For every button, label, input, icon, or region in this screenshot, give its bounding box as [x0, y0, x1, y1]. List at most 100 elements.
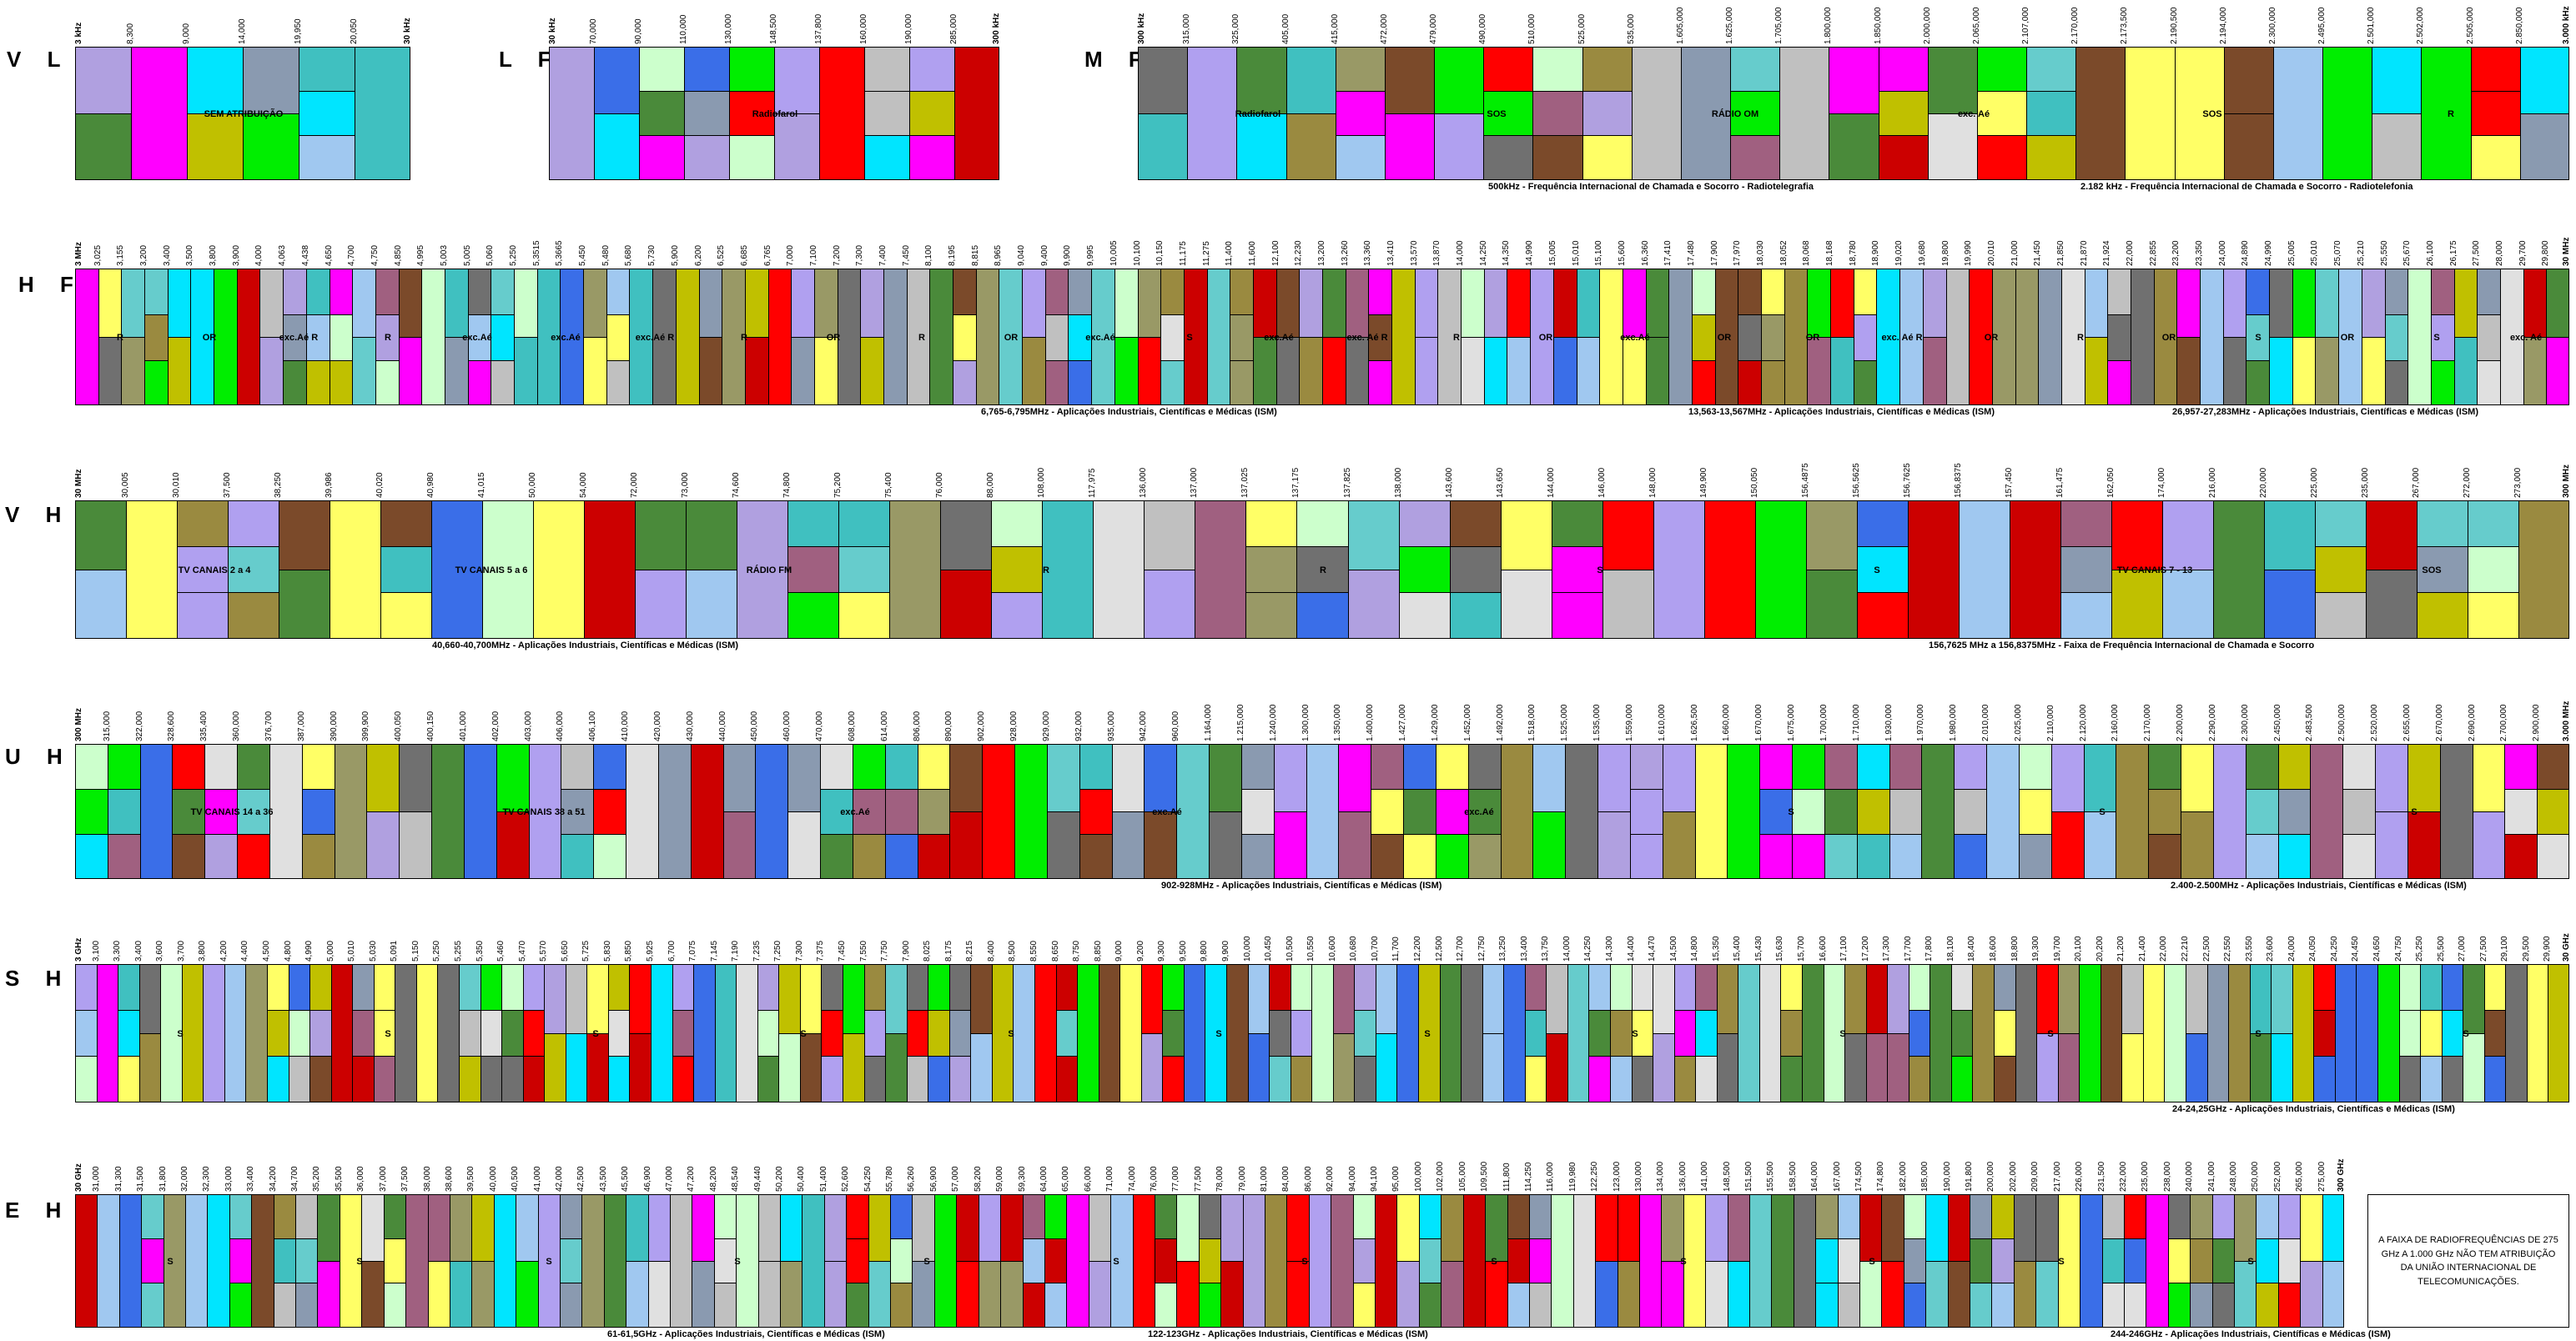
frequency-tick: 15,400 — [1733, 936, 1742, 962]
allocation-block — [2548, 965, 2568, 1102]
service-label: S — [546, 1257, 552, 1267]
frequency-tick: 935,000 — [1107, 711, 1116, 741]
allocation-block — [1023, 269, 1046, 338]
frequency-tick: 1.240,000 — [1269, 704, 1278, 742]
allocation-block — [1404, 745, 1436, 790]
frequency-tick: 90,000 — [634, 18, 643, 44]
band-end-label: 30 MHz — [2562, 237, 2571, 266]
allocation-block — [2163, 570, 2214, 638]
allocation-block — [1469, 745, 1502, 790]
allocation-block — [188, 48, 244, 114]
allocation-block — [908, 965, 928, 1011]
frequency-tick: 6,685 — [740, 244, 749, 266]
allocation-block — [2316, 338, 2339, 404]
frequency-tick: 148,000 — [1648, 467, 1658, 498]
frequency-tick: 1.670,000 — [1754, 704, 1763, 742]
frequency-tick: 15,430 — [1754, 936, 1763, 962]
allocation-block — [1696, 745, 1728, 878]
allocation-block — [2455, 338, 2478, 404]
allocation-block — [2323, 1262, 2343, 1327]
allocation-block — [260, 338, 284, 404]
allocation-block — [76, 114, 132, 179]
allocation-block — [758, 1011, 779, 1057]
frequency-tick: 5,570 — [539, 940, 548, 962]
allocation-block — [1955, 835, 1987, 878]
allocation-block — [208, 1195, 230, 1327]
allocation-block — [204, 965, 225, 1102]
allocation-block — [1024, 1239, 1045, 1283]
service-label: S — [2463, 1029, 2469, 1039]
frequency-tick: 18,900 — [1871, 240, 1880, 266]
service-label: S — [2099, 807, 2106, 817]
allocation-block — [299, 92, 355, 136]
allocation-block — [1067, 1195, 1089, 1327]
frequency-tick: 5,830 — [603, 940, 612, 962]
mf-note-500khz: 500kHz - Frequência Internacional de Cha… — [1488, 182, 1814, 192]
allocation-block — [120, 1195, 142, 1327]
allocation-block — [330, 361, 353, 404]
frequency-tick: 890,000 — [944, 711, 953, 741]
allocation-block — [2336, 965, 2357, 1102]
frequency-tick: 75,200 — [833, 472, 843, 498]
allocation-block — [1355, 1011, 1376, 1057]
allocation-block — [98, 1195, 120, 1327]
allocation-block — [957, 1195, 979, 1262]
frequency-tick: 111,800 — [1502, 1163, 1512, 1192]
allocation-block — [1554, 338, 1577, 404]
allocation-block — [1502, 501, 1552, 570]
allocation-block — [1244, 1195, 1265, 1327]
allocation-block — [1904, 1239, 1926, 1283]
allocation-block — [1696, 1011, 1718, 1057]
allocation-block — [2251, 965, 2272, 1034]
allocation-block — [2478, 315, 2501, 361]
allocation-block — [1825, 745, 1858, 790]
allocation-block — [1369, 315, 1392, 361]
allocation-block — [1185, 965, 1205, 1102]
allocation-block — [908, 1011, 928, 1057]
allocation-block — [2181, 745, 2214, 812]
allocation-block — [469, 269, 491, 315]
allocation-block — [1738, 965, 1760, 1102]
allocation-block — [1589, 1057, 1611, 1102]
allocation-block — [376, 315, 400, 361]
frequency-tick: 18,068 — [1802, 240, 1811, 266]
allocation-block — [722, 269, 746, 404]
allocation-block — [1684, 1195, 1706, 1327]
allocation-block — [76, 501, 127, 570]
allocation-block — [1400, 593, 1451, 638]
allocation-block — [307, 361, 330, 404]
frequency-tick: 406,100 — [588, 711, 597, 741]
allocation-block — [2293, 965, 2314, 1102]
frequency-tick: 10,000 — [1243, 936, 1252, 962]
allocation-block — [141, 745, 173, 878]
service-label: S — [734, 1257, 741, 1267]
allocation-block — [1078, 965, 1099, 1102]
service-label: R — [918, 333, 925, 343]
allocation-block — [1113, 745, 1145, 812]
allocation-block — [1738, 315, 1762, 361]
frequency-tick: 23,550 — [2245, 936, 2254, 962]
frequency-tick: 18,780 — [1849, 240, 1858, 266]
vhf-note-sos: 156,7625 MHz a 156,8375MHz - Faixa de Fr… — [1929, 640, 2315, 650]
service-label: OR — [1984, 333, 1999, 343]
frequency-tick: 24,000 — [2287, 936, 2297, 962]
frequency-tick: 3,400 — [134, 940, 143, 962]
frequency-tick: 190,000 — [1943, 1161, 1952, 1192]
allocation-block — [516, 1262, 539, 1327]
frequency-tick: 95,000 — [1391, 1166, 1401, 1192]
allocation-block — [2279, 745, 2311, 790]
allocation-block — [381, 547, 432, 593]
allocation-block — [1970, 1195, 1992, 1239]
allocation-block — [432, 501, 483, 638]
frequency-tick: 2.483,500 — [2305, 704, 2314, 742]
frequency-tick: 2.655,000 — [2402, 704, 2412, 742]
allocation-block — [1693, 361, 1716, 404]
allocation-block — [1177, 1195, 1200, 1262]
allocation-block — [788, 547, 839, 593]
frequency-tick: 185,000 — [1920, 1161, 1929, 1192]
allocation-block — [2472, 136, 2521, 179]
allocation-block — [2279, 790, 2311, 835]
allocation-block — [330, 501, 381, 638]
allocation-block — [825, 1195, 847, 1262]
